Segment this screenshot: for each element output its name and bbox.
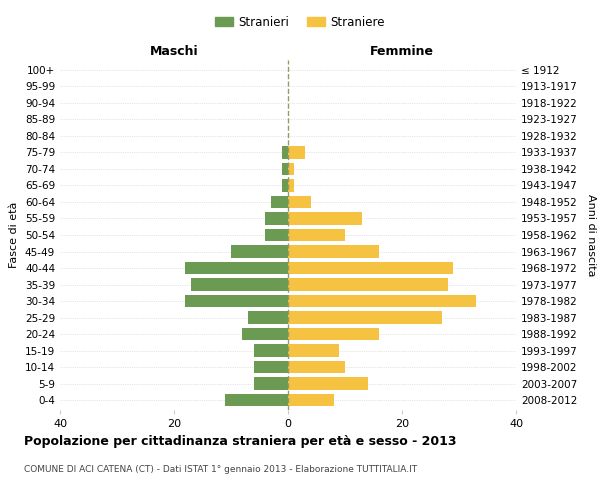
Bar (185, 295, 288, 307)
Bar (288, 262, 454, 274)
Bar (288, 212, 362, 224)
Bar (288, 361, 345, 374)
Bar (288, 312, 442, 324)
Bar (288, 180, 294, 192)
Y-axis label: Fasce di età: Fasce di età (10, 202, 19, 268)
Bar (288, 378, 368, 390)
Text: Maschi: Maschi (149, 46, 199, 59)
Bar (288, 394, 334, 406)
Bar (288, 246, 379, 258)
Bar (254, 344, 288, 357)
Bar (288, 328, 379, 340)
Bar (265, 212, 288, 224)
Text: Femmine: Femmine (370, 46, 434, 59)
Bar (271, 196, 288, 208)
Text: COMUNE DI ACI CATENA (CT) - Dati ISTAT 1° gennaio 2013 - Elaborazione TUTTITALIA: COMUNE DI ACI CATENA (CT) - Dati ISTAT 1… (24, 465, 417, 474)
Bar (265, 229, 288, 241)
Bar (288, 344, 340, 357)
Bar (226, 394, 288, 406)
Bar (283, 146, 288, 158)
Bar (231, 246, 288, 258)
Y-axis label: Anni di nascita: Anni di nascita (586, 194, 596, 276)
Bar (248, 312, 288, 324)
Bar (288, 196, 311, 208)
Bar (254, 361, 288, 374)
Bar (242, 328, 288, 340)
Bar (288, 295, 476, 307)
Bar (288, 278, 448, 290)
Bar (185, 262, 288, 274)
Text: Popolazione per cittadinanza straniera per età e sesso - 2013: Popolazione per cittadinanza straniera p… (24, 435, 457, 448)
Bar (288, 163, 294, 175)
Legend: Stranieri, Straniere: Stranieri, Straniere (210, 11, 390, 34)
Bar (283, 163, 288, 175)
Bar (288, 146, 305, 158)
Bar (283, 180, 288, 192)
Bar (191, 278, 288, 290)
Bar (288, 229, 345, 241)
Bar (254, 378, 288, 390)
